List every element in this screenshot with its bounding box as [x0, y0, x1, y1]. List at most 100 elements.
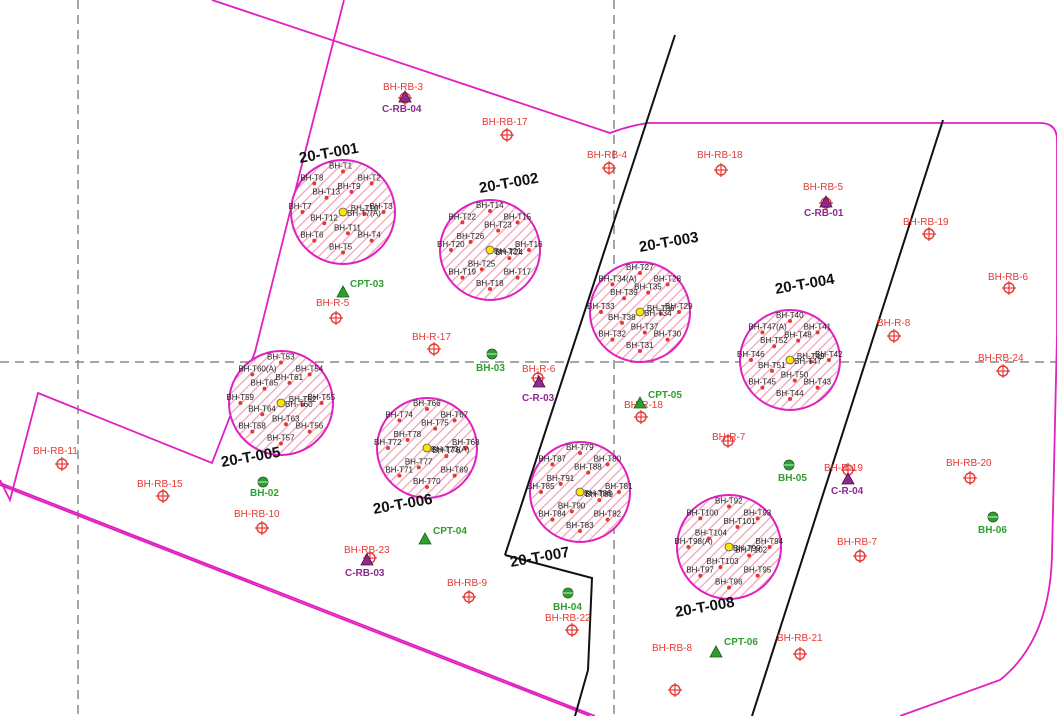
tank-borehole-marker	[464, 446, 468, 450]
tank-borehole-label: BH-T19	[448, 268, 476, 277]
tank-borehole-marker	[796, 338, 801, 343]
tank-borehole-marker	[397, 473, 402, 478]
tank-borehole-label: BH-T26	[457, 232, 485, 241]
tank-borehole-marker	[349, 189, 354, 194]
tank-borehole-label: BH-T36	[647, 304, 675, 313]
tank-borehole-marker	[735, 524, 740, 529]
tank-borehole-label: BH-T39	[610, 288, 638, 297]
tank-borehole-label: BH-T103	[706, 557, 739, 566]
borehole-label: BH-RB-7	[837, 537, 877, 548]
tank-borehole-marker	[788, 319, 792, 323]
tank-borehole-marker	[767, 545, 772, 549]
tank-borehole-label: BH-T30	[654, 330, 682, 339]
purple-point-crb01: C-RB-01	[804, 195, 844, 219]
tank-borehole-label: BH-T8	[300, 173, 324, 182]
tank-borehole-marker	[605, 462, 610, 467]
tank-borehole-label: BH-T67	[441, 410, 469, 419]
tank-borehole-label: BH-T62	[289, 395, 317, 404]
tank-borehole-label: BH-T53	[267, 352, 295, 361]
tank-borehole-marker	[599, 310, 603, 314]
borehole-label: BH-RB-6	[988, 272, 1028, 283]
tank-center-label: BH-T21	[494, 247, 522, 256]
tank-borehole-marker	[250, 429, 255, 434]
tank-borehole-marker	[369, 181, 374, 186]
borehole-label: BH-RB-5	[803, 182, 843, 193]
tank-center-label: BH-T60	[285, 400, 313, 409]
tank-borehole-label: BH-T66	[413, 399, 441, 408]
borehole-rb22: BH-RB-22	[545, 613, 591, 637]
tank-borehole-label: BH-T52	[760, 336, 788, 345]
green-point-label: CPT-03	[350, 279, 384, 290]
tanks-layer: BH-T1 BH-T2 BH-T3 BH-T4 BH-T5 BH-T6 BH-T7 BH-T8…	[220, 140, 843, 621]
tank-borehole-marker	[397, 418, 402, 423]
crb-marker-icon	[532, 375, 546, 388]
borehole-rb21: BH-RB-21	[777, 633, 823, 661]
tank-borehole-label: BH-T2	[358, 173, 382, 182]
borehole-label: BH-RB-23	[344, 545, 390, 556]
tank-borehole-label: BH-T76	[432, 446, 460, 455]
tank-borehole-label: BH-T95	[744, 566, 772, 575]
crb-marker-icon	[819, 195, 833, 208]
tank-id-label: 20-T-008	[674, 594, 736, 621]
tank-borehole-marker	[808, 359, 813, 364]
tank-borehole-label: BH-T101	[724, 517, 757, 526]
borehole-label: BH-RB-8	[652, 643, 692, 654]
borehole-crosshair-icon	[427, 342, 441, 356]
tank-borehole-marker	[760, 330, 765, 335]
borehole-crosshair-icon	[634, 410, 648, 424]
tank-borehole-marker	[381, 210, 386, 214]
tank-borehole-marker	[287, 380, 292, 385]
tank-t6: BH-T66BH-T67BH-T68BH-T69BH-T70BH-T71BH-T…	[372, 397, 480, 518]
crb-marker-icon	[398, 90, 412, 103]
tank-borehole-marker	[345, 231, 350, 236]
tank-borehole-marker	[369, 238, 374, 243]
tank-id-label: 20-T-006	[372, 491, 434, 518]
tank-borehole-marker	[312, 181, 317, 186]
borehole-crosshair-icon	[887, 329, 901, 343]
tank-borehole-label: BH-T88	[574, 463, 602, 472]
tank-borehole-marker	[539, 490, 543, 494]
tank-borehole-label: BH-T13	[312, 188, 340, 197]
borehole-rb15: BH-RB-15	[137, 479, 183, 503]
tank-center-marker	[724, 542, 734, 552]
tank-borehole-label: BH-T78	[394, 430, 422, 439]
tank-borehole-marker	[770, 368, 775, 373]
borehole-crosshair-icon	[500, 128, 514, 142]
tank-borehole-label: BH-T33	[587, 302, 615, 311]
tank-borehole-marker	[238, 401, 243, 405]
green-point-cpt03: CPT-03	[336, 279, 384, 298]
tank-borehole-marker	[755, 573, 760, 578]
tank-borehole-label: BH-T23	[484, 221, 512, 230]
tank-borehole-marker	[638, 271, 642, 275]
tank-id-label: 20-T-005	[220, 444, 282, 471]
tank-borehole-marker	[507, 256, 512, 261]
tank-borehole-marker	[341, 169, 345, 174]
tank-borehole-marker	[322, 221, 327, 226]
tank-borehole-marker	[665, 282, 670, 287]
borehole-rb20: BH-RB-20	[946, 458, 992, 485]
tank-borehole-label: BH-T65	[250, 379, 278, 388]
tank-borehole-marker	[300, 402, 305, 407]
tank-borehole-marker	[788, 397, 792, 401]
purple-point-label: C-RB-03	[345, 568, 385, 579]
borehole-crosshair-icon	[255, 521, 269, 535]
tank-borehole-label: BH-T77	[405, 457, 433, 466]
tank-borehole-marker	[665, 337, 670, 342]
borehole-rb9: BH-RB-9	[447, 578, 487, 604]
purple-point-crb04: C-RB-04	[382, 90, 422, 115]
tank-borehole-marker	[444, 454, 449, 459]
tank-borehole-marker	[569, 509, 574, 514]
tank-borehole-label: BH-T29	[665, 302, 693, 311]
tank-center-marker	[485, 245, 495, 255]
tank-borehole-label: BH-T48	[784, 331, 812, 340]
borehole-r7: BH-R-7	[712, 432, 746, 448]
tank-borehole-marker	[727, 585, 731, 590]
borehole-crosshair-icon	[602, 161, 616, 175]
tank-center-marker	[575, 487, 585, 497]
purple-point-crb03: C-RB-03	[345, 553, 385, 579]
section-line-1-lower	[504, 554, 594, 716]
purple-point-cr04: C-R-04	[831, 472, 864, 497]
tank-center-label: BH-T73(A)	[431, 445, 470, 454]
tank-borehole-marker	[610, 337, 615, 342]
